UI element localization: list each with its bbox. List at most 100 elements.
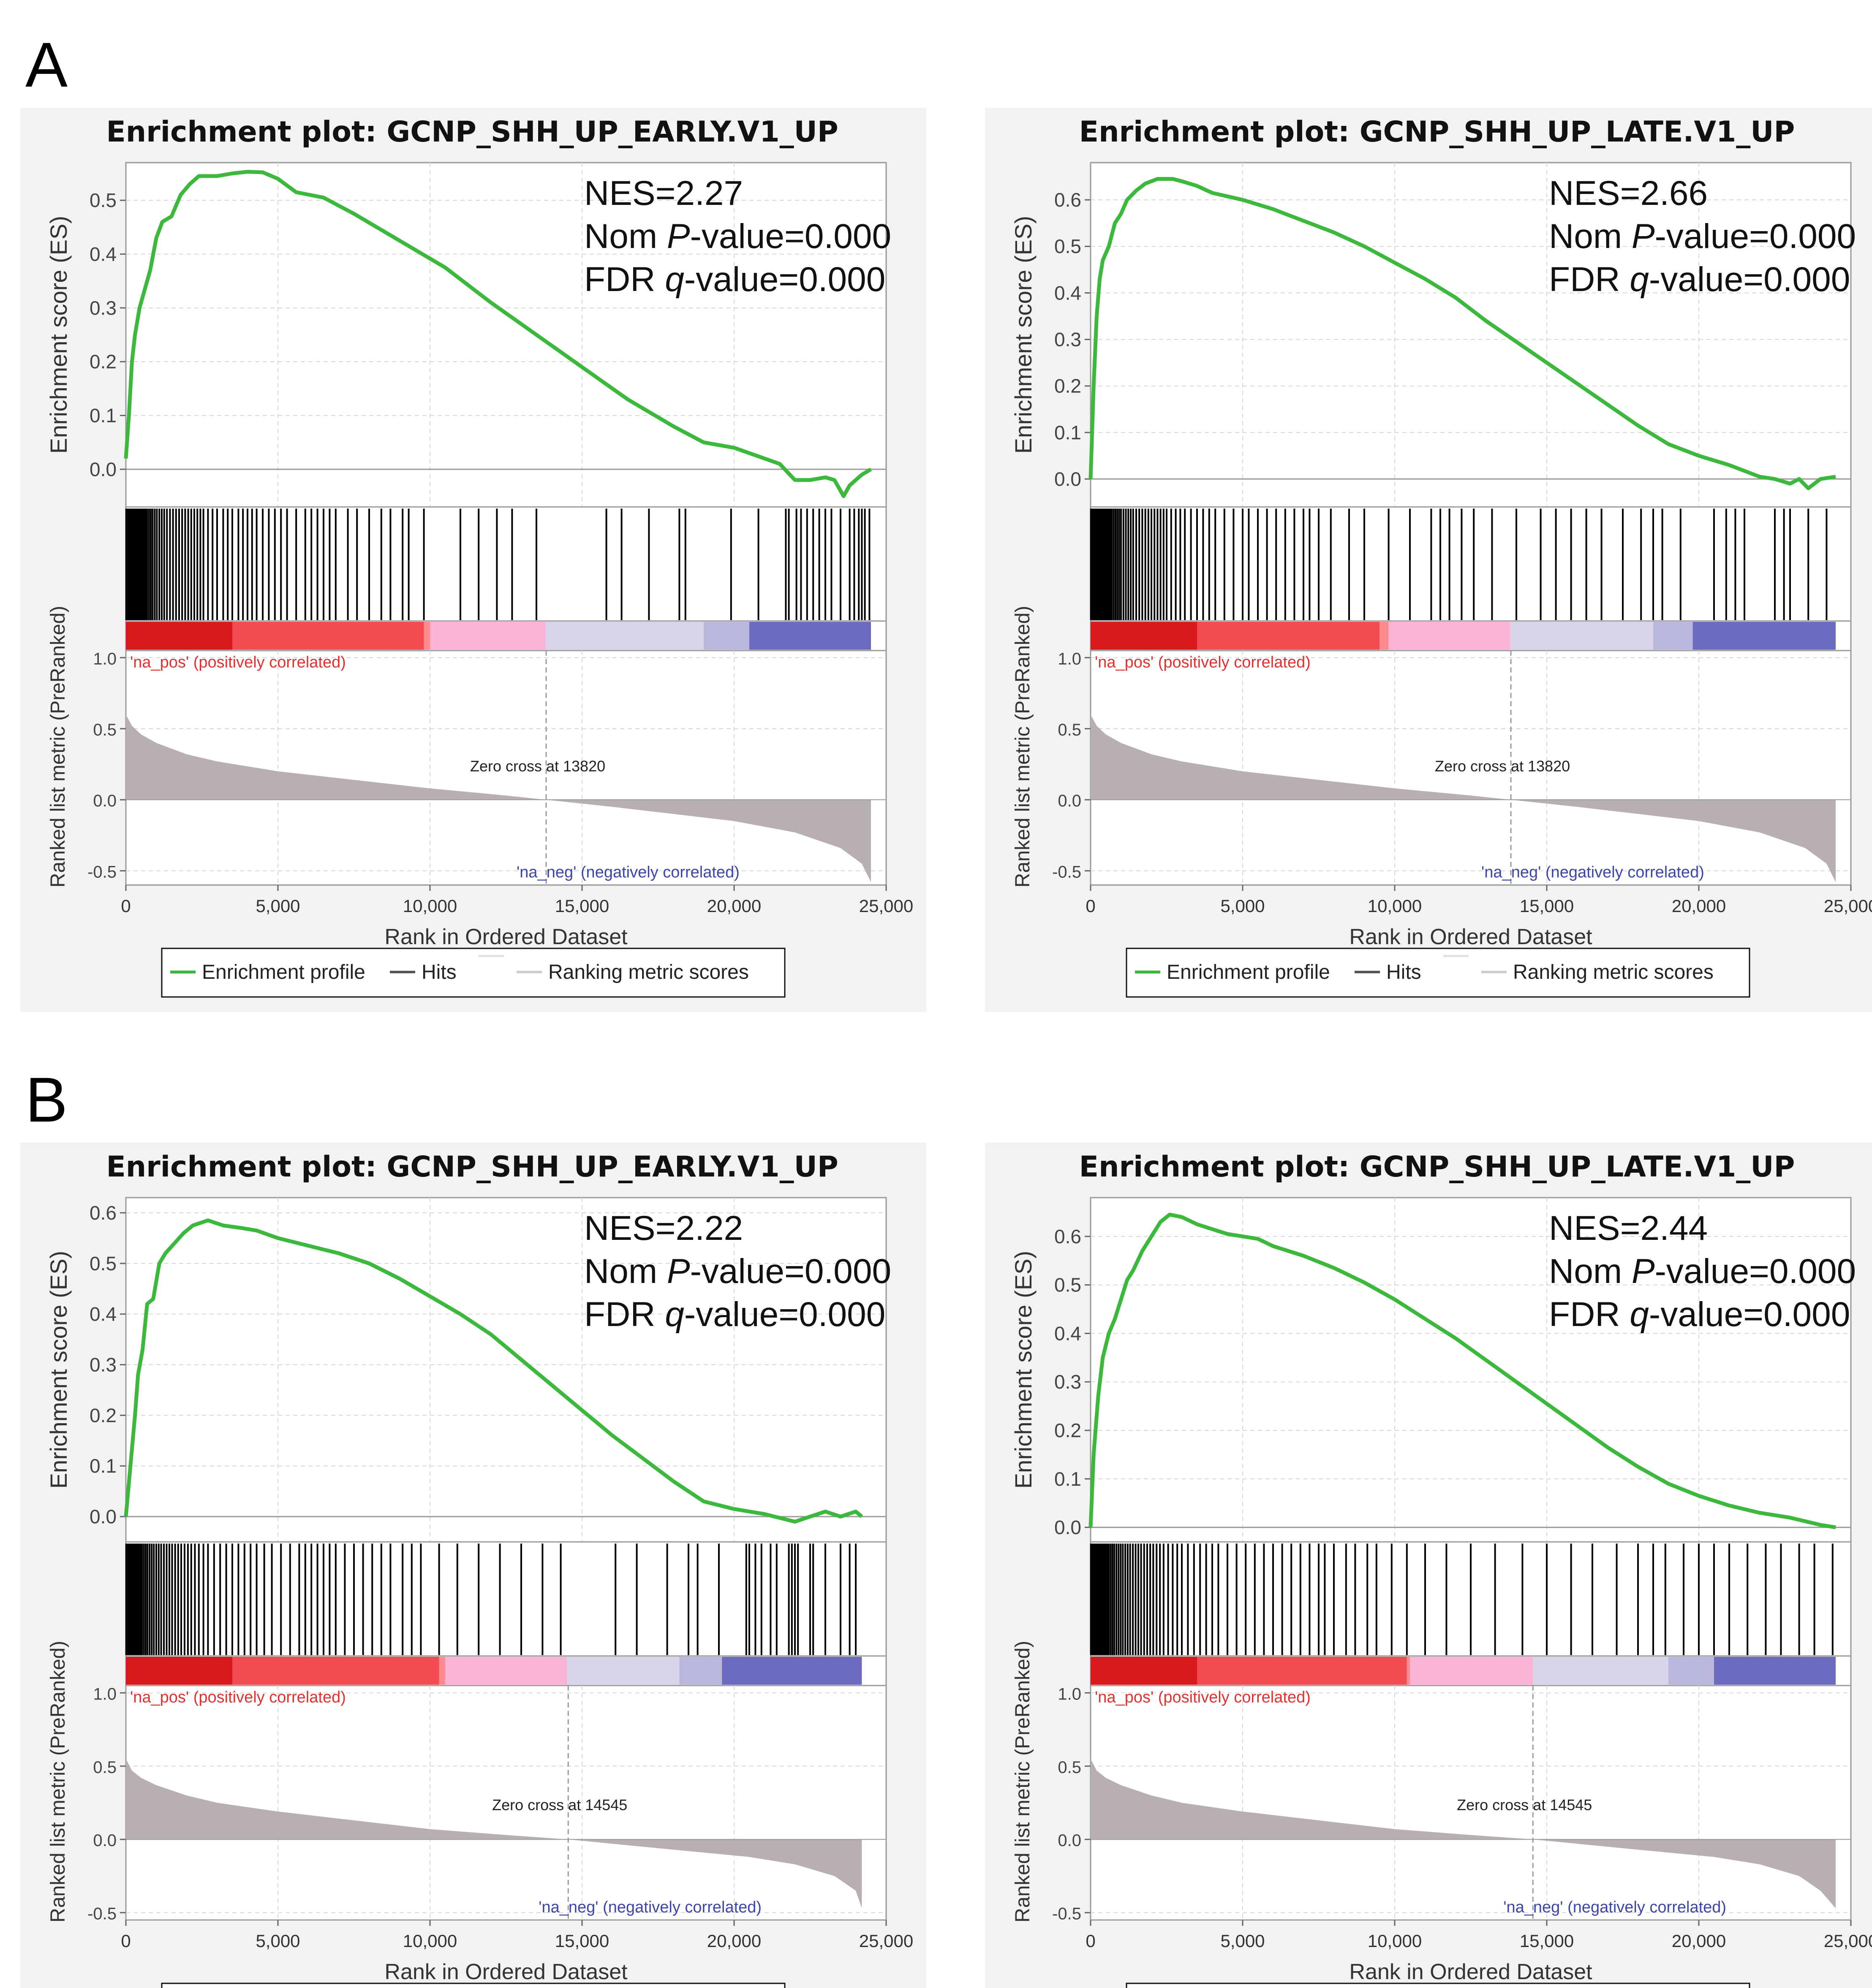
nom-suffix: -value=0.000: [1655, 1252, 1856, 1291]
enrichment-plots: Enrichment plot: GCNP_SHH_UP_EARLY.V1_UP…: [20, 108, 1872, 1988]
legend-box: [1126, 1983, 1750, 1988]
es-tick-label: 0.3: [1054, 329, 1081, 351]
zero-cross-label: Zero cross at 13820: [1435, 757, 1570, 775]
x-tick-label: 5,000: [256, 896, 300, 916]
hits-frame: [125, 506, 887, 622]
color-bar-segment: [1692, 622, 1836, 650]
legend-box: [161, 1983, 786, 1988]
enrichment-plot-3: Enrichment plot: GCNP_SHH_UP_EARLY.V1_UP…: [20, 1143, 926, 1988]
metric-tick-label: 0.0: [1058, 1831, 1081, 1850]
negative-correlation-label: 'na_neg' (negatively correlated): [517, 863, 740, 881]
metric-axis-label: Ranked list metric (PreRanked): [47, 1641, 69, 1923]
nom-pvalue-label: Nom P-value=0.000: [584, 1252, 891, 1291]
x-tick-label: 0: [121, 1931, 131, 1951]
color-bar-segment: [749, 622, 871, 650]
metric-tick-label: -0.5: [87, 1905, 117, 1923]
es-plot-frame: [125, 1197, 887, 1543]
color-bar-segment: [126, 1657, 232, 1685]
es-tick-label: 0.6: [1054, 1225, 1081, 1247]
color-bar-segment: [1510, 622, 1653, 650]
nom-p-symbol: P: [1632, 217, 1655, 256]
es-tick-label: 0.3: [90, 297, 117, 319]
x-tick-label: 25,000: [859, 1931, 913, 1951]
es-plot-frame: [1090, 1197, 1852, 1543]
fdr-suffix: -value=0.000: [684, 1295, 885, 1334]
es-axis-label: Enrichment score (ES): [1010, 1251, 1037, 1489]
enrichment-plot-1: Enrichment plot: GCNP_SHH_UP_EARLY.V1_UP…: [20, 108, 926, 1012]
metric-tick-label: 0.5: [1058, 721, 1081, 739]
metric-tick-label: 0.0: [93, 792, 117, 810]
metric-tick-label: -0.5: [1052, 863, 1081, 881]
metric-tick-label: 1.0: [93, 650, 117, 668]
x-tick-label: 20,000: [1672, 1931, 1726, 1951]
x-tick-label: 0: [121, 896, 131, 916]
color-bar-segment: [430, 622, 546, 650]
metric-tick-label: 0.0: [1058, 792, 1081, 810]
ranking-metric-area: [126, 714, 871, 882]
es-plot-frame: [1090, 162, 1852, 508]
x-tick-label: 25,000: [859, 896, 913, 916]
color-bar-segment: [1714, 1657, 1836, 1685]
es-tick-label: 0.4: [1054, 1322, 1081, 1344]
fdr-suffix: -value=0.000: [1649, 1295, 1850, 1334]
fdr-q-symbol: q: [665, 1295, 684, 1334]
zero-cross-label: Zero cross at 14545: [1457, 1796, 1592, 1814]
metric-axis-label: Ranked list metric (PreRanked): [1012, 1641, 1034, 1923]
es-plot-frame: [125, 162, 887, 508]
color-bar-segment: [704, 622, 749, 650]
fdr-qvalue-label: FDR q-value=0.000: [1549, 1295, 1850, 1334]
positive-correlation-label: 'na_pos' (positively correlated): [1095, 654, 1311, 671]
legend-enrichment-label: Enrichment profile: [1167, 961, 1330, 983]
color-bar-segment: [1407, 1657, 1410, 1685]
fdr-q-symbol: q: [1630, 260, 1649, 299]
es-tick-label: 0.2: [1054, 1419, 1081, 1441]
enrichment-plot-4: Enrichment plot: GCNP_SHH_UP_LATE.V1_UP 0…: [985, 1143, 1872, 1988]
es-tick-label: 0.0: [1054, 1517, 1081, 1539]
metric-axis-label: Ranked list metric (PreRanked): [1012, 606, 1034, 888]
x-tick-label: 5,000: [1220, 896, 1265, 916]
es-tick-label: 0.4: [90, 1303, 117, 1325]
es-tick-label: 0.1: [90, 1455, 117, 1477]
legend-box: [1126, 948, 1750, 998]
hits-frame: [1090, 506, 1852, 622]
enrichment-plot-2: Enrichment plot: GCNP_SHH_UP_LATE.V1_UP 0…: [985, 108, 1872, 1012]
legend-metric-label: Ranking metric scores: [1513, 961, 1714, 983]
metric-tick-label: 0.5: [93, 721, 117, 739]
nom-suffix: -value=0.000: [690, 1252, 891, 1291]
es-tick-label: 0.6: [90, 1202, 117, 1224]
nom-p-symbol: P: [667, 217, 690, 256]
color-bar-segment: [1197, 1657, 1407, 1685]
hits-frame: [125, 1541, 887, 1657]
metric-tick-label: -0.5: [87, 863, 117, 881]
fdr-qvalue-label: FDR q-value=0.000: [584, 1295, 885, 1334]
es-tick-label: 0.2: [90, 351, 117, 373]
nom-suffix: -value=0.000: [690, 217, 891, 256]
fdr-prefix: FDR: [1549, 260, 1630, 299]
negative-correlation-label: 'na_neg' (negatively correlated): [1503, 1898, 1726, 1916]
es-tick-label: 0.1: [1054, 1468, 1081, 1490]
es-tick-label: 0.0: [90, 1506, 117, 1528]
fdr-q-symbol: q: [1630, 1295, 1649, 1334]
ranking-metric-area: [1091, 1759, 1836, 1909]
fdr-qvalue-label: FDR q-value=0.000: [1549, 260, 1850, 299]
x-tick-label: 20,000: [707, 1931, 761, 1951]
nes-label: NES=2.22: [584, 1209, 743, 1247]
x-tick-label: 0: [1086, 896, 1095, 916]
color-bar-segment: [445, 1657, 567, 1685]
nes-label: NES=2.44: [1549, 1209, 1708, 1247]
negative-correlation-label: 'na_neg' (negatively correlated): [539, 1898, 762, 1916]
x-axis-label: Rank in Ordered Dataset: [384, 925, 628, 949]
color-bar-segment: [1388, 622, 1510, 650]
fdr-qvalue-label: FDR q-value=0.000: [584, 260, 885, 299]
nom-prefix: Nom: [1549, 1252, 1632, 1291]
metric-plot-frame: [125, 1685, 887, 1921]
nes-label: NES=2.66: [1549, 174, 1708, 212]
es-tick-label: 0.6: [1054, 189, 1081, 211]
x-tick-label: 25,000: [1824, 896, 1872, 916]
metric-tick-label: 1.0: [93, 1685, 117, 1703]
es-tick-label: 0.2: [1054, 375, 1081, 397]
positive-correlation-label: 'na_pos' (positively correlated): [130, 1688, 346, 1706]
es-tick-label: 0.0: [1054, 468, 1081, 490]
x-tick-label: 15,000: [1520, 896, 1574, 916]
